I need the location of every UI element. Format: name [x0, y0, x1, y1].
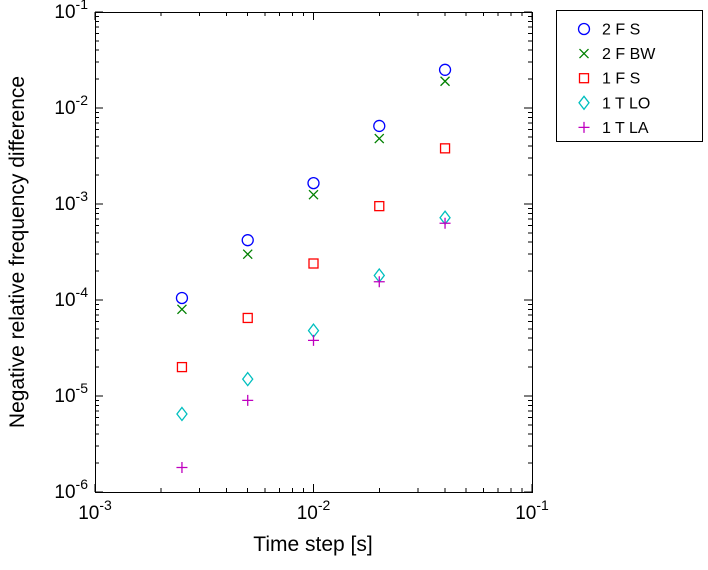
- data-point: [176, 304, 187, 315]
- data-point: [242, 394, 254, 406]
- data-series-2-f-s: [175, 63, 452, 305]
- legend: 2 F S 2 F BW 1 F S 1 T LO 1 T LA: [556, 10, 703, 142]
- data-point: [176, 406, 188, 422]
- legend-marker: [578, 73, 590, 84]
- y-tick-label: 10-2: [54, 92, 88, 119]
- data-point: [373, 276, 385, 288]
- legend-marker: [578, 95, 590, 111]
- legend-item: 1 F S: [578, 71, 640, 88]
- legend-marker: [578, 121, 590, 133]
- data-point: [242, 249, 253, 260]
- data-point: [308, 189, 319, 200]
- data-series-1-f-s: [176, 143, 451, 373]
- data-point: [374, 200, 385, 212]
- y-tick-label: 10-6: [54, 476, 88, 503]
- legend-label: 2 F S: [602, 22, 640, 39]
- x-axis-label: Time step [s]: [253, 533, 372, 556]
- legend-label: 2 F BW: [602, 46, 656, 63]
- y-tick-label: 10-4: [54, 284, 88, 311]
- data-point: [308, 334, 319, 346]
- data-point: [438, 63, 452, 76]
- legend-item: 1 T LO: [578, 95, 650, 112]
- data-point: [440, 76, 451, 87]
- legend-marker: [579, 48, 589, 59]
- data-point: [176, 361, 188, 373]
- legend-label: 1 F S: [602, 71, 640, 88]
- data-point: [439, 217, 451, 229]
- x-tick-label: 10-2: [297, 497, 331, 524]
- data-point: [439, 143, 451, 154]
- legend-box: [556, 10, 703, 142]
- y-tick-label: 10-3: [54, 188, 88, 215]
- data-point: [242, 312, 253, 324]
- legend-item: 2 F BW: [579, 46, 656, 63]
- data-series-2-f-bw: [176, 76, 451, 315]
- legend-label: 1 T LA: [602, 120, 649, 137]
- legend-label: 1 T LO: [602, 95, 650, 112]
- data-point: [307, 176, 320, 190]
- data-point: [241, 371, 254, 387]
- x-tick-label: 10-1: [515, 497, 549, 524]
- data-point: [241, 234, 254, 247]
- data-point: [176, 461, 188, 473]
- data-series-1-t-la: [176, 217, 451, 473]
- data-point: [374, 133, 385, 144]
- x-tick-label: 10-3: [78, 497, 112, 524]
- y-tick-label: 10-5: [54, 380, 88, 407]
- data-point: [373, 119, 386, 133]
- data-point: [308, 258, 319, 269]
- plot-box: [95, 12, 533, 493]
- y-tick-label: 10-1: [54, 0, 88, 23]
- legend-marker: [577, 22, 591, 36]
- data-point: [175, 291, 189, 305]
- y-axis-label: Negative relative frequency difference: [6, 76, 29, 428]
- legend-item: 2 F S: [577, 22, 640, 39]
- data-series-1-t-lo: [176, 210, 451, 422]
- legend-item: 1 T LA: [578, 120, 649, 137]
